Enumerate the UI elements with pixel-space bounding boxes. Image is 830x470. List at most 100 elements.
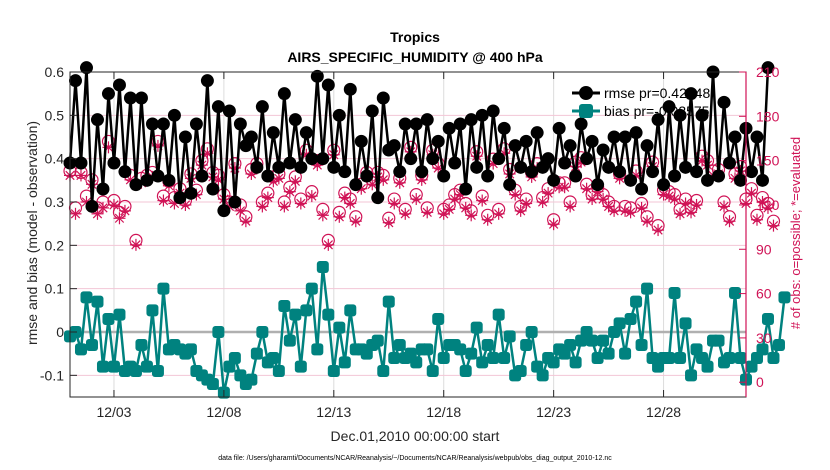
bias-point: [102, 313, 115, 325]
obs-evaluated-point: [272, 172, 285, 185]
bias-point: [113, 308, 126, 321]
bias-point: [388, 352, 401, 364]
obs-evaluated-point: [509, 188, 522, 201]
rmse-point: [547, 173, 561, 187]
obs-evaluated-point: [278, 200, 291, 213]
bias-point: [547, 356, 560, 369]
rmse-point: [299, 126, 313, 140]
rmse-point: [129, 178, 143, 192]
rmse-point: [162, 173, 176, 187]
rmse-point: [679, 160, 693, 174]
series-bias: [64, 261, 791, 399]
bias-point: [492, 308, 505, 321]
rmse-point: [211, 100, 225, 114]
rmse-point: [459, 182, 473, 196]
rmse-point: [541, 152, 555, 166]
bias-point: [344, 304, 357, 317]
rmse-point: [343, 82, 357, 96]
bias-point: [437, 352, 450, 364]
obs-evaluated-point: [767, 219, 780, 232]
obs-evaluated-point: [476, 194, 489, 207]
obs-evaluated-point: [393, 176, 406, 189]
y-tick-label: -0.1: [40, 367, 64, 383]
y2-tick-label: 90: [756, 241, 772, 257]
bias-point: [630, 295, 643, 308]
rmse-point: [508, 139, 522, 153]
rmse-point: [206, 182, 220, 196]
rmse-point: [651, 113, 665, 127]
bias-point: [146, 304, 159, 317]
bias-point: [96, 360, 109, 373]
bias-point: [432, 313, 445, 325]
bias-point: [250, 347, 263, 360]
obs-evaluated-point: [597, 193, 610, 206]
rmse-point: [755, 173, 769, 187]
bias-point: [305, 282, 318, 295]
rmse-point: [426, 152, 440, 166]
obs-evaluated-point: [481, 213, 494, 226]
rmse-point: [90, 113, 104, 127]
rmse-point: [415, 165, 429, 179]
bias-point: [734, 352, 747, 364]
bias-point: [514, 365, 527, 377]
rmse-point: [310, 69, 324, 83]
bias-point: [283, 334, 296, 347]
obs-evaluated-point: [679, 197, 692, 210]
rmse-point: [195, 169, 209, 183]
rmse-point: [74, 156, 88, 170]
x-tick-label: 12/23: [536, 404, 571, 420]
obs-evaluated-point: [388, 197, 401, 210]
rmse-point: [189, 117, 203, 131]
y2-tick-label: 210: [756, 64, 780, 80]
bias-point: [476, 356, 489, 369]
obs-evaluated-point: [718, 200, 731, 213]
chart-title: Tropics: [390, 29, 440, 45]
bias-point: [586, 334, 599, 347]
bias-point: [756, 343, 769, 356]
obs-evaluated-point: [333, 210, 346, 223]
rmse-point: [79, 61, 93, 75]
y2-tick-label: 0: [756, 374, 764, 390]
bias-point: [503, 330, 516, 343]
rmse-point: [618, 130, 632, 144]
bias-point: [184, 343, 197, 356]
obs-evaluated-point: [723, 215, 736, 228]
y-axis-label: rmse and bias (model - observation): [24, 121, 40, 345]
bias-point: [410, 356, 423, 369]
obs-evaluated-point: [514, 204, 527, 217]
bias-point: [107, 360, 120, 373]
x-axis-label: Dec.01,2010 00:00:00 start: [331, 428, 500, 444]
y-tick-label: 0.1: [45, 281, 65, 297]
obs-evaluated-point: [113, 212, 126, 225]
bias-point: [685, 369, 698, 382]
rmse-point: [360, 169, 374, 183]
bias-point: [426, 365, 439, 377]
rmse-point: [277, 87, 291, 101]
y2-tick-label: 30: [756, 330, 772, 346]
bias-point: [327, 365, 340, 377]
y-tick-label: 0.5: [45, 107, 65, 123]
bias-point: [382, 295, 395, 308]
rmse-point: [448, 156, 462, 170]
rmse-point: [596, 143, 610, 157]
obs-evaluated-point: [349, 215, 362, 228]
bias-point: [294, 360, 307, 373]
obs-evaluated-point: [750, 213, 763, 226]
series-rmse: [63, 61, 775, 218]
rmse-point: [288, 113, 302, 127]
x-tick-label: 12/03: [96, 404, 131, 420]
rmse-point: [332, 108, 346, 122]
bias-point: [311, 343, 324, 356]
bias-point: [212, 326, 225, 338]
rmse-point: [101, 87, 115, 101]
bias-point: [228, 352, 241, 364]
rmse-point: [486, 104, 500, 118]
obs-evaluated-point: [668, 193, 681, 206]
rmse-point: [112, 78, 126, 92]
obs-evaluated-point: [635, 201, 648, 214]
rmse-point: [173, 191, 187, 205]
obs-evaluated-point: [322, 238, 335, 251]
bias-point: [300, 304, 313, 317]
bias-point: [465, 347, 478, 360]
